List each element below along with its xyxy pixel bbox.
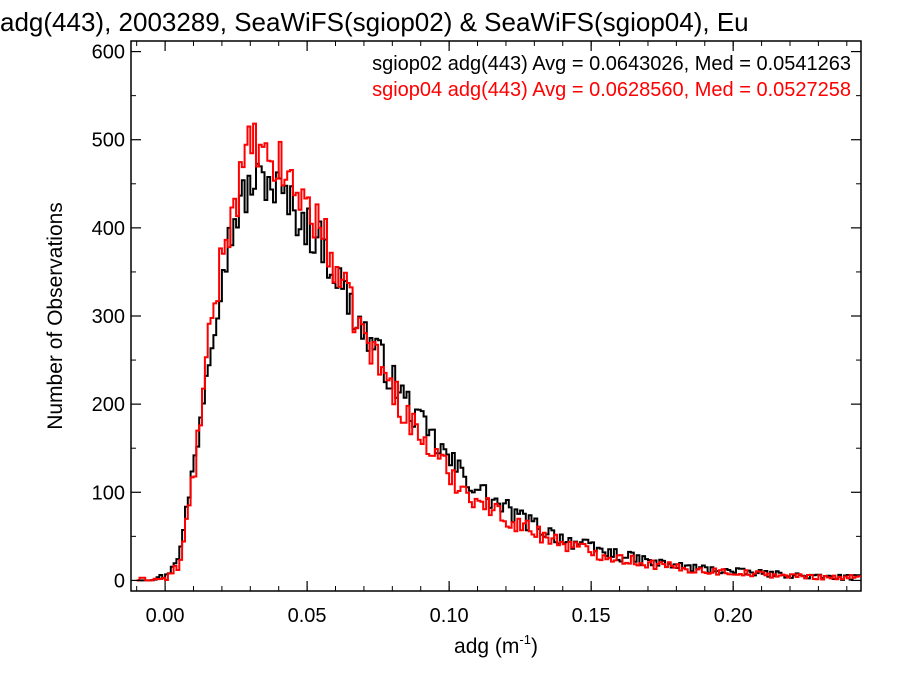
x-tick-label: 0.05 — [288, 605, 327, 627]
series-line-sgiop04 — [136, 122, 861, 582]
y-tick-label: 200 — [92, 394, 125, 416]
series-line-sgiop02 — [136, 162, 861, 582]
x-axis-label: adg (m-1) — [454, 632, 538, 658]
y-tick-label: 600 — [92, 42, 125, 64]
y-tick-label: 400 — [92, 218, 125, 240]
chart-title: adg(443), 2003289, SeaWiFS(sgiop02) & Se… — [0, 7, 749, 37]
y-tick-label: 300 — [92, 306, 125, 328]
plot-frame — [130, 40, 862, 592]
x-tick-label: 0.20 — [714, 605, 753, 627]
legend-entry-sgiop02: sgiop02 adg(443) Avg = 0.0643026, Med = … — [372, 53, 851, 75]
series-layer — [136, 122, 861, 582]
x-axis-label-end: ) — [531, 635, 538, 658]
x-tick-label: 0.00 — [146, 605, 185, 627]
y-tick-label: 0 — [114, 570, 125, 592]
y-tick-label: 500 — [92, 130, 125, 152]
y-tick-label: 100 — [92, 482, 125, 504]
x-tick-label: 0.10 — [430, 605, 469, 627]
x-axis-label-main: adg (m — [454, 635, 519, 658]
legend-entry-sgiop04: sgiop04 adg(443) Avg = 0.0628560, Med = … — [372, 79, 851, 101]
x-axis-label-sup: -1 — [519, 632, 531, 647]
y-axis-label: Number of Observations — [44, 202, 67, 430]
ticks-layer: 0.00 0.05 0.10 0.15 0.20 0 100 200 300 400 500 600 — [92, 41, 861, 627]
x-tick-label: 0.15 — [572, 605, 611, 627]
